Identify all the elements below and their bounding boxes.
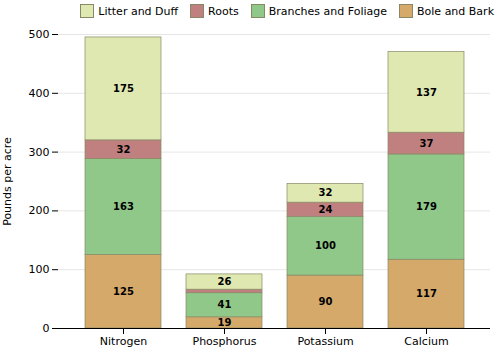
svg-text:100: 100 — [29, 263, 50, 276]
svg-text:32: 32 — [117, 144, 131, 155]
svg-text:175: 175 — [113, 83, 134, 94]
svg-text:32: 32 — [319, 187, 333, 198]
html-text:Bole and Bark: Bole and Bark — [417, 4, 494, 18]
svg-text:0: 0 — [43, 322, 50, 335]
svg-text:125: 125 — [113, 286, 134, 297]
svg-text:Potassium: Potassium — [297, 335, 353, 348]
html-text:Branches and Foliage: Branches and Foliage — [268, 4, 387, 18]
svg-text:Phosphorus: Phosphorus — [193, 335, 257, 348]
svg-text:300: 300 — [29, 146, 50, 159]
svg-text:400: 400 — [29, 87, 50, 100]
svg-text:Pounds per acre: Pounds per acre — [1, 137, 14, 226]
svg-text:24: 24 — [319, 204, 333, 215]
svg-text:37: 37 — [420, 138, 434, 149]
svg-text:117: 117 — [416, 288, 437, 299]
svg-text:100: 100 — [315, 240, 336, 251]
svg-text:163: 163 — [113, 201, 134, 212]
svg-text:90: 90 — [319, 296, 333, 307]
svg-text:500: 500 — [29, 28, 50, 41]
html-text:Roots: Roots — [208, 4, 239, 18]
svg-text:26: 26 — [218, 276, 232, 287]
svg-text:41: 41 — [218, 299, 232, 310]
html-text:Litter and Duff: Litter and Duff — [98, 4, 179, 18]
svg-text:200: 200 — [29, 204, 50, 217]
svg-text:179: 179 — [416, 201, 437, 212]
svg-text:19: 19 — [218, 317, 232, 328]
svg-text:Nitrogen: Nitrogen — [100, 335, 147, 348]
svg-text:Calcium: Calcium — [404, 335, 448, 348]
svg-text:137: 137 — [416, 87, 437, 98]
